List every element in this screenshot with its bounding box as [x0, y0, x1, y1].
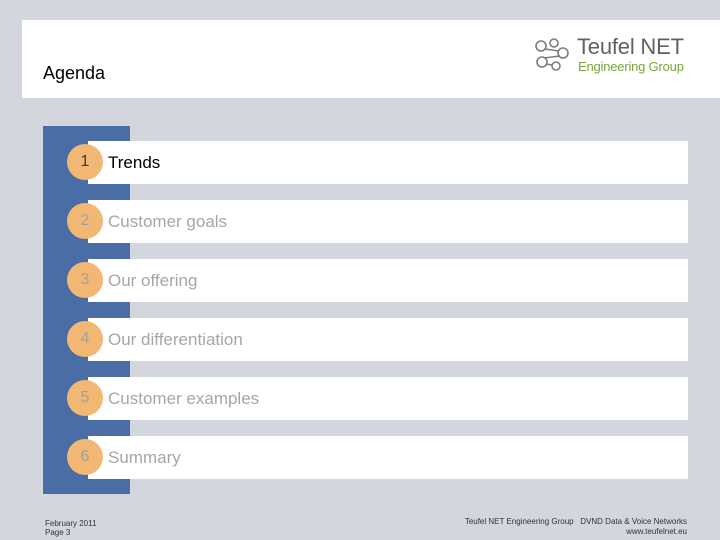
- footer-website: www.teufelnet.eu: [626, 527, 687, 536]
- logo-subtitle: Engineering Group: [578, 59, 684, 74]
- agenda-item-label: Customer goals: [108, 212, 228, 231]
- agenda-item-label: Summary: [108, 448, 181, 467]
- agenda-number-badge: 2: [67, 203, 103, 239]
- agenda-item[interactable]: Our differentiation: [88, 318, 688, 361]
- agenda-number-badge: 1: [67, 144, 103, 180]
- agenda-number-badge: 6: [67, 439, 103, 475]
- agenda-item-label: Trends: [108, 153, 161, 172]
- agenda-item[interactable]: Trends: [88, 141, 688, 184]
- agenda-item[interactable]: Customer goals: [88, 200, 688, 243]
- footer-left: February 2011 Page 3: [45, 519, 96, 537]
- agenda-item-label: Our offering: [108, 271, 198, 290]
- footer-page-number: Page 3: [45, 528, 71, 537]
- footer-date: February 2011: [45, 519, 97, 528]
- agenda-number-badge: 3: [67, 262, 103, 298]
- agenda-item-label: Our differentiation: [108, 330, 243, 349]
- agenda-item[interactable]: Our offering: [88, 259, 688, 302]
- agenda-item[interactable]: Summary: [88, 436, 688, 479]
- agenda-side-bar: [43, 126, 130, 494]
- agenda-number-badge: 4: [67, 321, 103, 357]
- page-title: Agenda: [43, 63, 106, 83]
- logo-name: Teufel NET: [577, 34, 684, 59]
- agenda-item-label: Customer examples: [108, 389, 260, 408]
- footer-company-line: Teufel NET Engineering Group DVND Data &…: [464, 517, 687, 526]
- agenda-item[interactable]: Customer examples: [88, 377, 688, 420]
- network-nodes-icon: [535, 38, 569, 71]
- agenda-number-badge: 5: [67, 380, 103, 416]
- footer-right: Teufel NET Engineering Group DVND Data &…: [465, 517, 687, 537]
- company-logo: Teufel NET Engineering Group: [532, 32, 702, 82]
- slide-header: Agenda Teufel NET Engineering Group: [22, 20, 720, 98]
